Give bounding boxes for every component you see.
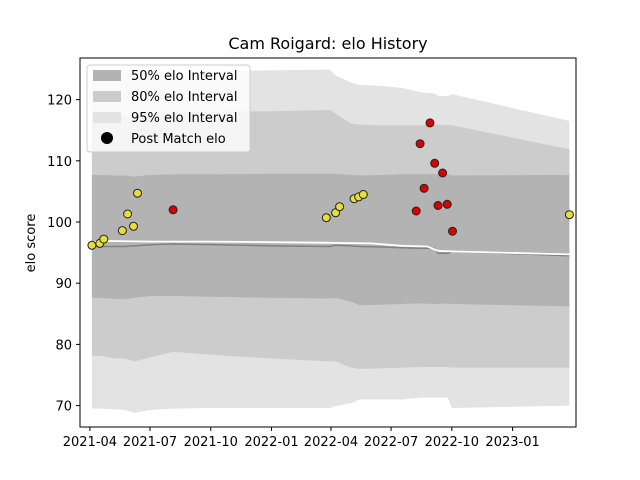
- post-match-point: [415, 139, 425, 149]
- x-tick-label: 2023-01: [485, 435, 539, 450]
- x-tick-label: 2022-10: [425, 435, 479, 450]
- legend-swatch-95: [93, 112, 121, 123]
- x-tick-label: 2022-04: [304, 435, 358, 450]
- post-match-point: [442, 199, 452, 209]
- y-axis-ticks: 70 80 90 100 110 120: [47, 94, 80, 415]
- post-match-point: [117, 226, 127, 236]
- legend-label-50: 50% elo Interval: [131, 69, 238, 84]
- legend-label-95: 95% elo Interval: [131, 111, 238, 126]
- post-match-point: [123, 209, 133, 219]
- x-tick-label: 2022-07: [364, 435, 418, 450]
- post-match-point: [419, 183, 429, 193]
- post-match-point: [87, 240, 97, 250]
- y-tick-label: 80: [55, 338, 72, 353]
- post-match-point: [430, 158, 440, 168]
- legend-swatch-50: [93, 70, 121, 81]
- y-tick-label: 90: [55, 277, 72, 292]
- x-axis-ticks: 2021-04 2021-07 2021-10 2022-01 2022-04 2022-…: [63, 427, 540, 450]
- post-match-points: [87, 118, 574, 250]
- band-50: [91, 173, 570, 307]
- legend-label-80: 80% elo Interval: [131, 90, 238, 105]
- post-match-point: [168, 205, 178, 215]
- x-tick-label: 2022-01: [244, 435, 298, 450]
- axes-frame: [79, 57, 577, 428]
- legend-marker-post-match: [101, 132, 113, 144]
- post-match-point: [438, 168, 448, 178]
- legend-swatch-80: [93, 91, 121, 102]
- y-axis-label: elo score: [24, 214, 39, 273]
- x-tick-label: 2021-04: [63, 435, 117, 450]
- y-tick-label: 120: [47, 94, 72, 109]
- post-match-point: [425, 118, 435, 128]
- post-match-point: [129, 221, 138, 231]
- post-match-point: [564, 210, 574, 220]
- y-tick-label: 100: [47, 216, 72, 231]
- chart-title: Cam Roigard: elo History: [228, 34, 427, 53]
- post-match-point: [99, 234, 109, 244]
- y-tick-label: 70: [55, 400, 72, 415]
- post-match-point: [358, 190, 368, 199]
- x-tick-label: 2021-07: [123, 435, 177, 450]
- plot-area: [79, 57, 577, 428]
- elo-line: [91, 240, 570, 256]
- legend-label-post-match: Post Match elo: [131, 132, 226, 147]
- post-match-point: [411, 206, 421, 216]
- post-match-point: [335, 202, 345, 212]
- post-match-point: [331, 208, 341, 218]
- post-match-point: [448, 226, 457, 236]
- interval-bands: [91, 69, 570, 413]
- y-tick-label: 110: [47, 155, 72, 170]
- x-tick-label: 2021-10: [184, 435, 238, 450]
- legend-box: [86, 64, 251, 153]
- post-match-point: [321, 213, 331, 223]
- legend: 50% elo Interval 80% elo Interval 95% el…: [86, 64, 251, 153]
- post-match-point: [433, 201, 443, 210]
- elo-lines: [91, 240, 570, 257]
- post-match-point: [133, 188, 142, 198]
